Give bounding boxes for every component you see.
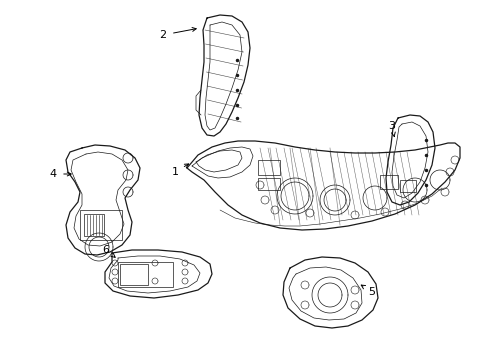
Text: 4: 4: [49, 169, 57, 179]
Text: 3: 3: [387, 121, 395, 131]
Bar: [118, 262, 173, 287]
Bar: [84, 214, 104, 236]
Bar: [399, 180, 415, 192]
Text: 5: 5: [368, 287, 375, 297]
Bar: [379, 175, 397, 189]
Bar: [80, 210, 122, 240]
Bar: [120, 264, 148, 285]
Bar: [258, 178, 280, 190]
Text: 2: 2: [159, 30, 166, 40]
Text: 1: 1: [171, 167, 178, 177]
Text: 6: 6: [102, 245, 109, 255]
Bar: [258, 160, 280, 175]
